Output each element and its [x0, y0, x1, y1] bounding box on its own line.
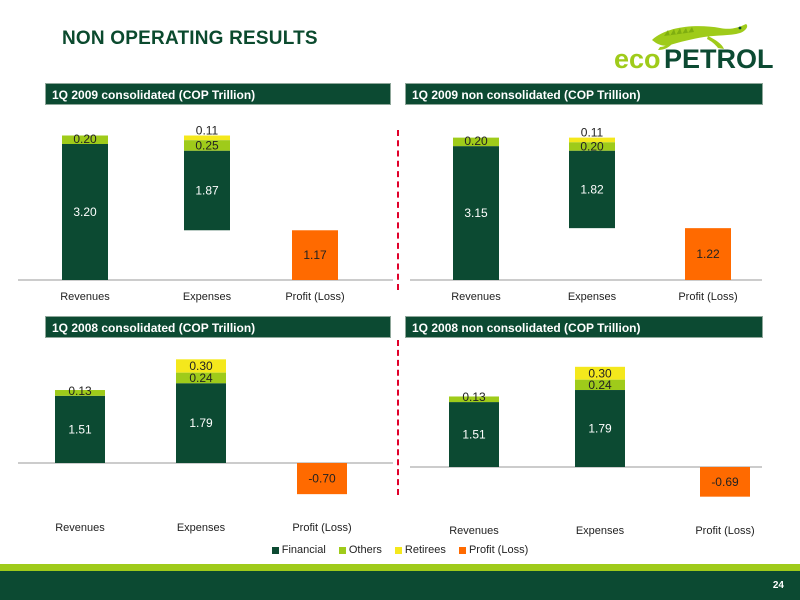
category-label-1-expenses: Expenses [568, 291, 617, 303]
bar-0-revenues-financial [62, 144, 108, 280]
bar-1-expenses-retirees [569, 137, 615, 143]
legend-label-financial: Financial [281, 544, 326, 556]
logo-petrol-text: PETROL [664, 44, 774, 72]
legend-label-retirees: Retirees [404, 544, 446, 556]
ecopetrol-logo: eco PETROL [614, 24, 774, 72]
bar-2-expenses-financial [176, 383, 226, 463]
bar-2-profit-loss [297, 463, 347, 495]
legend-item-financial: Financial [271, 544, 326, 556]
legend-swatch-financial [271, 546, 279, 554]
bar-1-revenues-others [453, 137, 499, 147]
data-label-2-expenses-financial: 1.79 [189, 416, 213, 430]
data-label-0-revenues-financial: 3.20 [73, 205, 97, 219]
legend-label-profit-loss: Profit (Loss) [468, 544, 529, 556]
data-label-3-expenses-retirees: 0.30 [588, 366, 612, 380]
bar-3-expenses-retirees [575, 366, 625, 380]
bar-0-revenues-others [62, 135, 108, 144]
data-label-2-expenses-retirees: 0.30 [189, 359, 213, 373]
page-number: 24 [772, 580, 784, 591]
footer-bar: 24 [0, 571, 800, 600]
panel-divider-bottom [397, 340, 399, 495]
panel-header-1q2008-non-consolidated: 1Q 2008 non consolidated (COP Trillion) [405, 316, 763, 338]
category-label-0-revenues: Revenues [60, 291, 110, 303]
bar-1-revenues-financial [453, 146, 499, 280]
data-label-1-expenses-others: 0.20 [580, 140, 604, 154]
bar-0-expenses-financial [184, 150, 230, 231]
bar-2-expenses-retirees [176, 359, 226, 373]
data-label-1-revenues-others: 0.20 [464, 134, 488, 148]
category-label-3-expenses: Expenses [576, 525, 625, 537]
legend-swatch-retirees [394, 546, 402, 554]
data-label-0-expenses-financial: 1.87 [195, 184, 219, 198]
data-label-2-revenues-financial: 1.51 [68, 422, 92, 436]
category-label-2-profit-loss: Profit (Loss) [292, 522, 351, 534]
data-label-0-profit-loss: 1.17 [303, 248, 327, 262]
legend-swatch-profit-loss [458, 546, 466, 554]
data-label-3-revenues-others: 0.13 [462, 390, 486, 404]
category-label-1-revenues: Revenues [451, 291, 501, 303]
category-label-2-revenues: Revenues [55, 522, 105, 534]
data-label-2-profit-loss: -0.70 [308, 472, 336, 486]
panel-header-1q2009-consolidated: 1Q 2009 consolidated (COP Trillion) [45, 83, 391, 105]
data-label-1-revenues-financial: 3.15 [464, 206, 488, 220]
bar-3-expenses-others [575, 379, 625, 391]
bar-1-expenses-financial [569, 150, 615, 229]
data-label-1-expenses-financial: 1.82 [580, 182, 604, 196]
iguana-icon [652, 24, 748, 50]
data-label-1-expenses-retirees: 0.11 [581, 126, 604, 140]
data-label-3-revenues-financial: 1.51 [462, 428, 486, 442]
panel-header-1q2008-consolidated: 1Q 2008 consolidated (COP Trillion) [45, 316, 391, 338]
legend-item-profit-loss: Profit (Loss) [458, 544, 529, 556]
bar-0-expenses-retirees [184, 135, 230, 141]
bar-2-revenues-others [55, 390, 105, 396]
bar-3-revenues-financial [449, 402, 499, 467]
category-label-3-revenues: Revenues [449, 525, 499, 537]
legend-item-others: Others [338, 544, 382, 556]
bar-0-profit-loss [292, 230, 338, 280]
data-label-0-revenues-others: 0.20 [73, 132, 97, 146]
bar-0-expenses-others [184, 140, 230, 151]
panel-header-1q2009-non-consolidated: 1Q 2009 non consolidated (COP Trillion) [405, 83, 763, 105]
data-label-0-expenses-others: 0.25 [195, 138, 219, 152]
data-label-2-expenses-others: 0.24 [189, 371, 213, 385]
logo-eco-text: eco [614, 44, 661, 72]
data-label-3-expenses-financial: 1.79 [588, 422, 612, 436]
category-label-2-expenses: Expenses [177, 522, 226, 534]
data-label-3-profit-loss: -0.69 [711, 475, 739, 489]
bar-1-expenses-others [569, 142, 615, 151]
category-label-3-profit-loss: Profit (Loss) [695, 525, 754, 537]
bar-1-profit-loss [685, 228, 731, 280]
category-label-0-profit-loss: Profit (Loss) [285, 291, 344, 303]
data-label-0-expenses-retirees: 0.11 [196, 124, 219, 138]
chart-legend: Financial Others Retirees Profit (Loss) [0, 544, 800, 557]
data-label-2-revenues-others: 0.13 [68, 384, 92, 398]
bar-3-profit-loss [700, 467, 750, 497]
bar-3-revenues-others [449, 396, 499, 403]
legend-label-others: Others [348, 544, 382, 556]
category-label-1-profit-loss: Profit (Loss) [678, 291, 737, 303]
page-title: NON OPERATING RESULTS [62, 28, 318, 49]
data-label-1-profit-loss: 1.22 [696, 247, 720, 261]
bar-2-revenues-financial [55, 395, 105, 463]
panel-divider-top [397, 130, 399, 290]
bar-2-expenses-others [176, 372, 226, 384]
category-label-0-expenses: Expenses [183, 291, 232, 303]
legend-swatch-others [338, 546, 346, 554]
data-label-3-expenses-others: 0.24 [588, 378, 612, 392]
footer-accent-stripe [0, 564, 800, 571]
bar-3-expenses-financial [575, 390, 625, 467]
legend-item-retirees: Retirees [394, 544, 446, 556]
